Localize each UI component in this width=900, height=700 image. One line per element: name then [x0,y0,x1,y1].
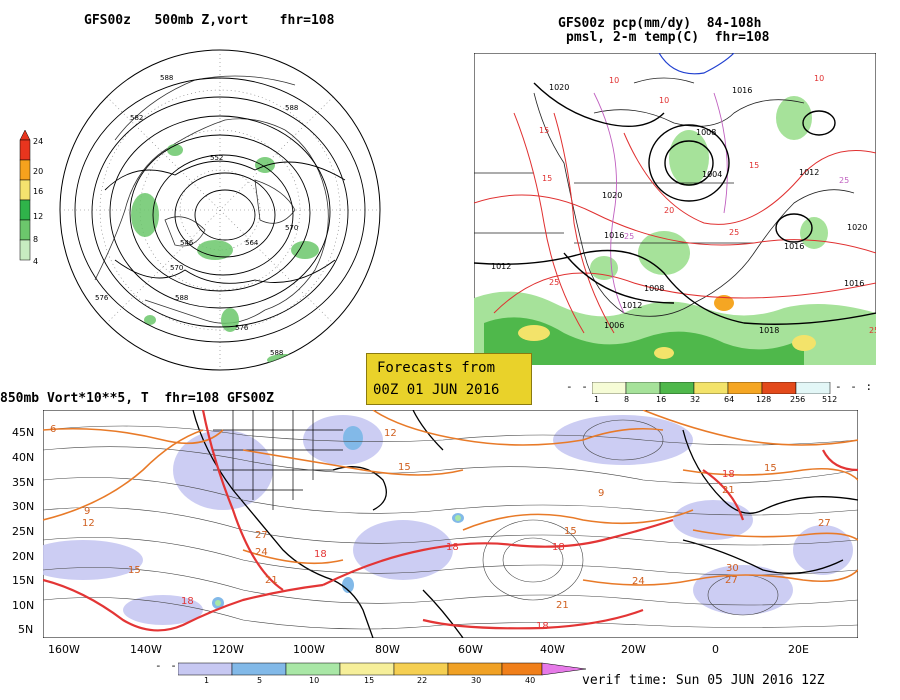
colorbar-label: 40 [525,676,536,685]
lat-label: 5N [18,623,34,636]
colorbar-label: 8 [624,395,630,404]
svg-text:552: 552 [210,154,223,162]
forecast-box-line2: 00Z 01 JUN 2016 [373,382,500,398]
colorbar-label: 1 [204,676,210,685]
lat-label: 25N [12,525,35,538]
lon-label: 20E [788,643,809,656]
colorbar-label: 16 [33,187,44,196]
lon-label: 100W [293,643,325,656]
svg-text:10: 10 [814,74,824,83]
colorbar-label: 8 [33,235,39,244]
precip-colorbar [592,382,831,394]
lat-label: 30N [12,500,35,513]
svg-text:1016: 1016 [844,279,864,288]
lon-label: 120W [212,643,244,656]
lon-label: 0 [712,643,719,656]
colorbar-label: 1 [594,395,600,404]
svg-text:1020: 1020 [847,223,867,232]
svg-text:15: 15 [539,126,549,135]
svg-text:1020: 1020 [549,83,569,92]
svg-text:588: 588 [175,294,188,302]
svg-text:576: 576 [95,294,109,302]
forecast-box-line1: Forecasts from [377,360,496,376]
svg-text:570: 570 [170,264,183,272]
panel-pcp-title-line1: GFS00z pcp(mm/dy) 84-108h [558,16,762,31]
lat-label: 10N [12,599,35,612]
vorticity-colorbar [19,130,31,261]
lon-label: 140W [130,643,162,656]
colorbar-label: 64 [724,395,735,404]
svg-text:1012: 1012 [491,262,511,271]
svg-text:1008: 1008 [644,284,664,293]
colorbar-label: 15 [364,676,375,685]
svg-text:588: 588 [160,74,173,82]
svg-text:1012: 1012 [622,301,642,310]
lon-label: 40W [540,643,565,656]
svg-text:1012: 1012 [799,168,819,177]
colorbar-label: 256 [790,395,806,404]
lat-label: 15N [12,574,35,587]
svg-text:15: 15 [749,161,759,170]
lat-label: 35N [12,476,35,489]
panel-pcp-title-line2: pmsl, 2-m temp(C) fhr=108 [566,30,770,45]
colorbar-label: 16 [656,395,667,404]
svg-text:20: 20 [664,206,674,215]
svg-text:576: 576 [235,324,249,332]
panel-850mb-title: 850mb Vort*10**5, T fhr=108 GFS00Z [0,391,274,406]
colorbar-label: 4 [33,257,39,266]
lat-label: 40N [12,451,35,464]
svg-text:25: 25 [869,326,876,335]
svg-text:1016: 1016 [732,86,752,95]
panel-500mb-title: GFS00z 500mb Z,vort fhr=108 [84,13,335,28]
svg-text:10: 10 [659,96,669,105]
svg-text:10: 10 [609,76,619,85]
svg-text:582: 582 [165,364,178,372]
svg-text:1008: 1008 [696,128,716,137]
svg-text:25: 25 [729,228,739,237]
lon-label: 60W [458,643,483,656]
colorbar-label: 512 [822,395,838,404]
svg-text:1016: 1016 [784,242,804,251]
svg-text:1006: 1006 [604,321,624,330]
colorbar-label: 20 [33,167,44,176]
colorbar-label: 128 [756,395,772,404]
svg-text:25: 25 [549,278,559,287]
lat-label: 45N [12,426,35,439]
svg-text:1020: 1020 [602,191,622,200]
lon-label: 160W [48,643,80,656]
colorbar-label: 22 [417,676,428,685]
tropical-vort-map [43,410,858,638]
svg-text:588: 588 [285,104,298,112]
colorbar-label: 5 [257,676,263,685]
svg-text:15: 15 [542,174,552,183]
vort850-colorbar [178,662,587,676]
precip-map-north-america: 1020 1016 1008 1004 1020 1016 1012 1008 … [474,53,876,365]
lon-label: 20W [621,643,646,656]
svg-text:25: 25 [624,232,634,241]
colorbar-right-arrow: - - : [835,380,874,393]
colorbar-label: 30 [471,676,482,685]
colorbar-label: 32 [690,395,701,404]
lon-label: 80W [375,643,400,656]
svg-text:582: 582 [130,114,143,122]
colorbar-label: 12 [33,212,44,221]
colorbar-label: 24 [33,137,44,146]
svg-text:564: 564 [245,239,259,247]
svg-text:588: 588 [270,349,283,357]
verif-time: verif time: Sun 05 JUN 2016 12Z [582,673,825,688]
svg-text:546: 546 [180,239,194,247]
svg-text:1004: 1004 [702,170,722,179]
colorbar-label: 10 [309,676,320,685]
lat-label: 20N [12,550,35,563]
svg-text:1016: 1016 [604,231,624,240]
svg-text:25: 25 [839,176,849,185]
polar-map-500mb: 588 582 588 552 546 564 570 570 576 588 576 58… [59,49,381,372]
forecast-init-box: Forecasts from 00Z 01 JUN 2016 [366,353,532,405]
svg-text:1018: 1018 [759,326,779,335]
svg-text:570: 570 [285,224,298,232]
